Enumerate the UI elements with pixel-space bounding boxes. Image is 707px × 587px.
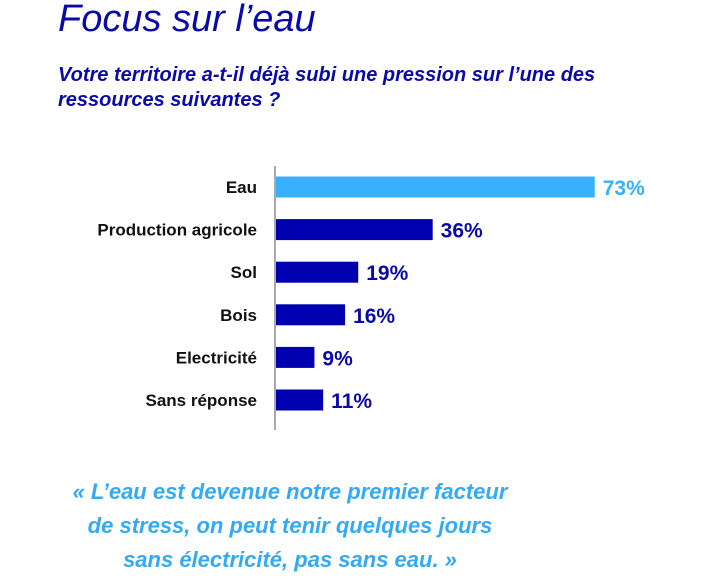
category-label: Electricité [176, 348, 257, 367]
bar [275, 261, 359, 283]
category-label: Production agricole [97, 221, 257, 240]
quote: « L’eau est devenue notre premier facteu… [20, 475, 560, 577]
category-label: Sans réponse [146, 391, 258, 410]
bar-chart: Eau 73% Production agricole 36% Sol 19% Bois 16… [97, 166, 645, 430]
value-label: 11% [331, 390, 372, 413]
category-label: Eau [226, 178, 257, 197]
value-label: 19% [366, 262, 408, 285]
quote-line: sans électricité, pas sans eau. » [123, 547, 457, 572]
bar [275, 389, 324, 411]
value-label: 16% [353, 305, 395, 328]
bar [275, 304, 346, 326]
page-title: Focus sur l’eau [58, 0, 316, 40]
category-label: Sol [231, 263, 257, 282]
value-label: 9% [322, 347, 353, 370]
category-label: Bois [220, 306, 257, 325]
quote-line: « L’eau est devenue notre premier facteu… [72, 479, 508, 504]
bar [275, 176, 595, 198]
quote-line: de stress, on peut tenir quelques jours [87, 513, 493, 538]
chart-question: Votre territoire a-t-il déjà subi une pr… [58, 64, 596, 111]
value-label: 73% [603, 177, 645, 200]
bar [275, 219, 433, 241]
value-label: 36% [441, 220, 483, 243]
bar [275, 346, 315, 368]
